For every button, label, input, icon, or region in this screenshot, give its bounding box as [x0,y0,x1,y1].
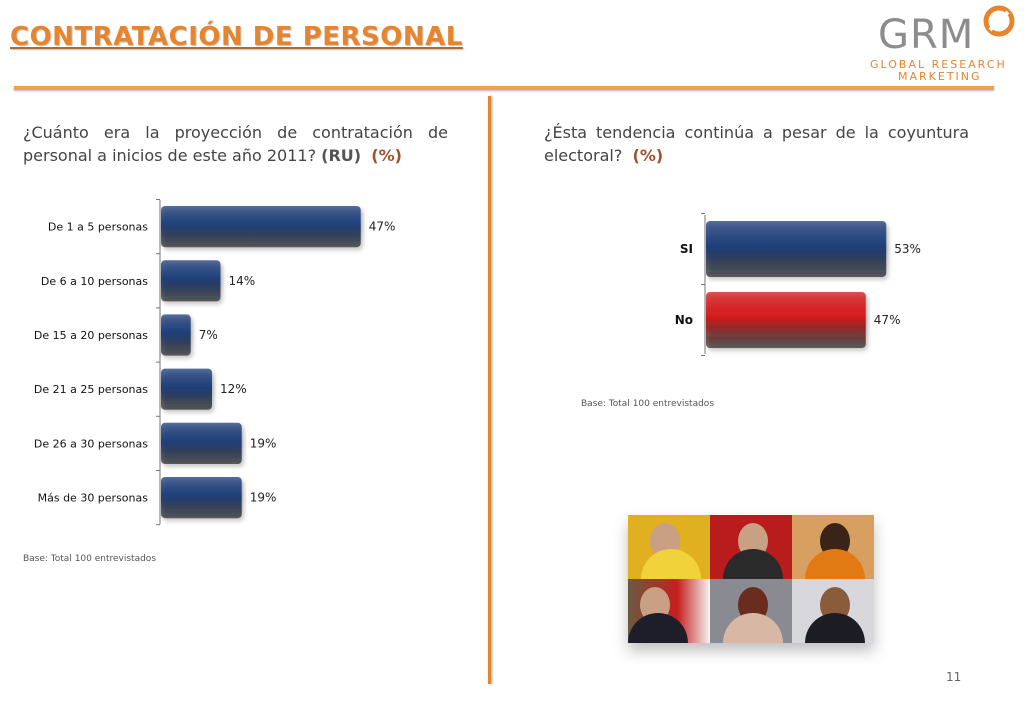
value-label: 19% [250,491,277,505]
left-question: ¿Cuánto era la proyección de contratació… [23,121,448,167]
logo-subtitle-1: GLOBAL RESEARCH [870,58,1007,71]
category-label: De 21 a 25 personas [34,383,148,396]
category-label: De 26 a 30 personas [34,437,148,450]
photo-3-torso [805,549,865,579]
category-label: SI [680,242,693,256]
logo-swirl-icon [983,5,1015,37]
vertical-divider [488,96,491,684]
contratacion-bar-chart: De 1 a 5 personas 47% De 6 a 10 personas 14… [34,199,396,526]
logo-word: GRM [878,12,975,58]
photo-3 [792,515,874,579]
photo-1-torso [641,549,701,579]
category-label: De 1 a 5 personas [48,221,148,234]
category-label: Más de 30 personas [38,492,149,505]
photo-5-torso [723,613,783,643]
bar [706,221,887,277]
photo-6 [792,579,874,643]
page-number: 11 [946,670,962,684]
logo-subtitle-2: MARKETING [898,70,982,83]
value-label: 14% [229,274,256,288]
grm-logo: GRM GLOBAL RESEARCH MARKETING [870,4,1020,84]
bar [161,477,242,519]
left-question-pct: (%) [371,146,402,165]
category-label: De 6 a 10 personas [41,275,148,288]
photo-5 [710,579,792,643]
bar [161,206,361,248]
photo-2 [710,515,792,579]
page-title: CONTRATACIÓN DE PERSONAL [10,22,463,52]
bar [161,422,242,464]
right-question-text: ¿Ésta tendencia continúa a pesar de la c… [544,123,969,165]
header-divider [14,86,994,90]
left-question-ru: (RU) [321,146,362,165]
photo-4 [628,579,710,643]
candidates-photo-collage [628,515,874,643]
category-label: No [675,313,693,327]
right-question-pct: (%) [632,146,664,165]
tendencia-bar-chart: SI 53% No 47% [675,213,921,356]
value-label: 19% [250,436,277,450]
right-base-note: Base: Total 100 entrevistados [581,399,715,409]
photo-4-torso [628,613,688,643]
bar [161,260,221,302]
value-label: 7% [199,328,218,342]
value-label: 47% [369,220,396,234]
value-label: 53% [894,242,921,256]
value-label: 12% [220,382,247,396]
right-question: ¿Ésta tendencia continúa a pesar de la c… [544,121,969,167]
photo-6-torso [805,613,865,643]
category-label: De 15 a 20 personas [34,329,148,342]
photo-2-torso [723,549,783,579]
value-label: 47% [874,313,901,327]
bar [161,314,191,356]
bar [706,292,866,348]
left-question-text: ¿Cuánto era la proyección de contratació… [23,123,448,165]
photo-1 [628,515,710,579]
bar [161,368,212,410]
left-base-note: Base: Total 100 entrevistados [23,554,157,564]
